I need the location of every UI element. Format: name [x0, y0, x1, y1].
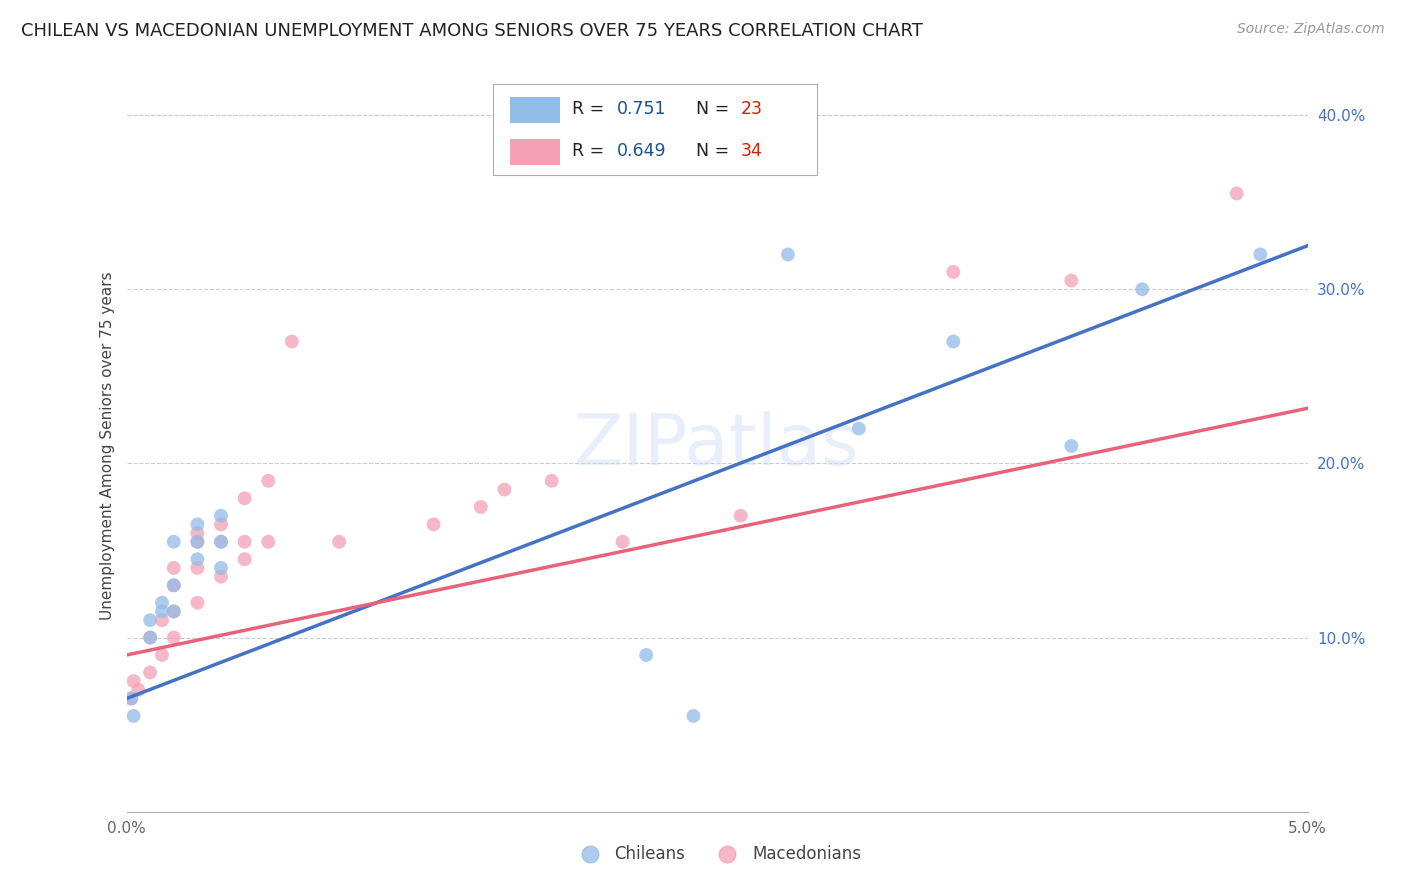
Point [150, 648, 173, 662]
Legend: Chileans, Macedonians: Chileans, Macedonians [567, 838, 868, 869]
Point [233, 534, 256, 549]
Text: N =: N = [696, 142, 734, 160]
FancyBboxPatch shape [510, 139, 560, 165]
Point [233, 491, 256, 506]
Point [1060, 274, 1083, 288]
Point [209, 517, 232, 532]
Text: 0.751: 0.751 [617, 100, 666, 118]
Point [730, 508, 752, 523]
Point [636, 648, 658, 662]
Point [257, 474, 280, 488]
Text: N =: N = [696, 100, 734, 118]
Point [233, 552, 256, 566]
Point [1226, 186, 1249, 201]
Point [150, 613, 173, 627]
Point [186, 517, 208, 532]
Point [776, 247, 799, 261]
FancyBboxPatch shape [492, 84, 817, 176]
Point [163, 578, 186, 592]
Point [150, 604, 173, 618]
Point [120, 691, 142, 706]
FancyBboxPatch shape [510, 97, 560, 123]
Point [163, 534, 186, 549]
Point [139, 613, 162, 627]
Text: Source: ZipAtlas.com: Source: ZipAtlas.com [1237, 22, 1385, 37]
Point [163, 604, 186, 618]
Point [122, 674, 145, 689]
Point [494, 483, 516, 497]
Point [328, 534, 350, 549]
Text: ZIPatlas: ZIPatlas [574, 411, 860, 481]
Point [163, 561, 186, 575]
Point [150, 596, 173, 610]
Point [209, 534, 232, 549]
Point [186, 534, 208, 549]
Point [848, 421, 870, 435]
Point [186, 534, 208, 549]
Text: 0.649: 0.649 [617, 142, 666, 160]
Point [257, 534, 280, 549]
Point [682, 709, 704, 723]
Point [942, 334, 965, 349]
Point [163, 578, 186, 592]
Text: R =: R = [572, 142, 610, 160]
Point [186, 596, 208, 610]
Text: CHILEAN VS MACEDONIAN UNEMPLOYMENT AMONG SENIORS OVER 75 YEARS CORRELATION CHART: CHILEAN VS MACEDONIAN UNEMPLOYMENT AMONG… [21, 22, 922, 40]
Text: 23: 23 [741, 100, 762, 118]
Point [186, 561, 208, 575]
Point [209, 569, 232, 583]
Point [120, 691, 142, 706]
Point [186, 552, 208, 566]
Text: R =: R = [572, 100, 610, 118]
Point [122, 709, 145, 723]
Point [470, 500, 492, 514]
Point [209, 508, 232, 523]
Point [422, 517, 444, 532]
Point [540, 474, 562, 488]
Y-axis label: Unemployment Among Seniors over 75 years: Unemployment Among Seniors over 75 years [100, 272, 115, 620]
Point [139, 631, 162, 645]
Point [186, 526, 208, 541]
Point [1249, 247, 1271, 261]
Point [281, 334, 304, 349]
Point [163, 604, 186, 618]
Point [1060, 439, 1083, 453]
Text: 34: 34 [741, 142, 762, 160]
Point [612, 534, 634, 549]
Point [1130, 282, 1153, 296]
Point [139, 631, 162, 645]
Point [163, 631, 186, 645]
Point [209, 534, 232, 549]
Point [209, 561, 232, 575]
Point [139, 665, 162, 680]
Point [942, 265, 965, 279]
Point [127, 682, 149, 697]
